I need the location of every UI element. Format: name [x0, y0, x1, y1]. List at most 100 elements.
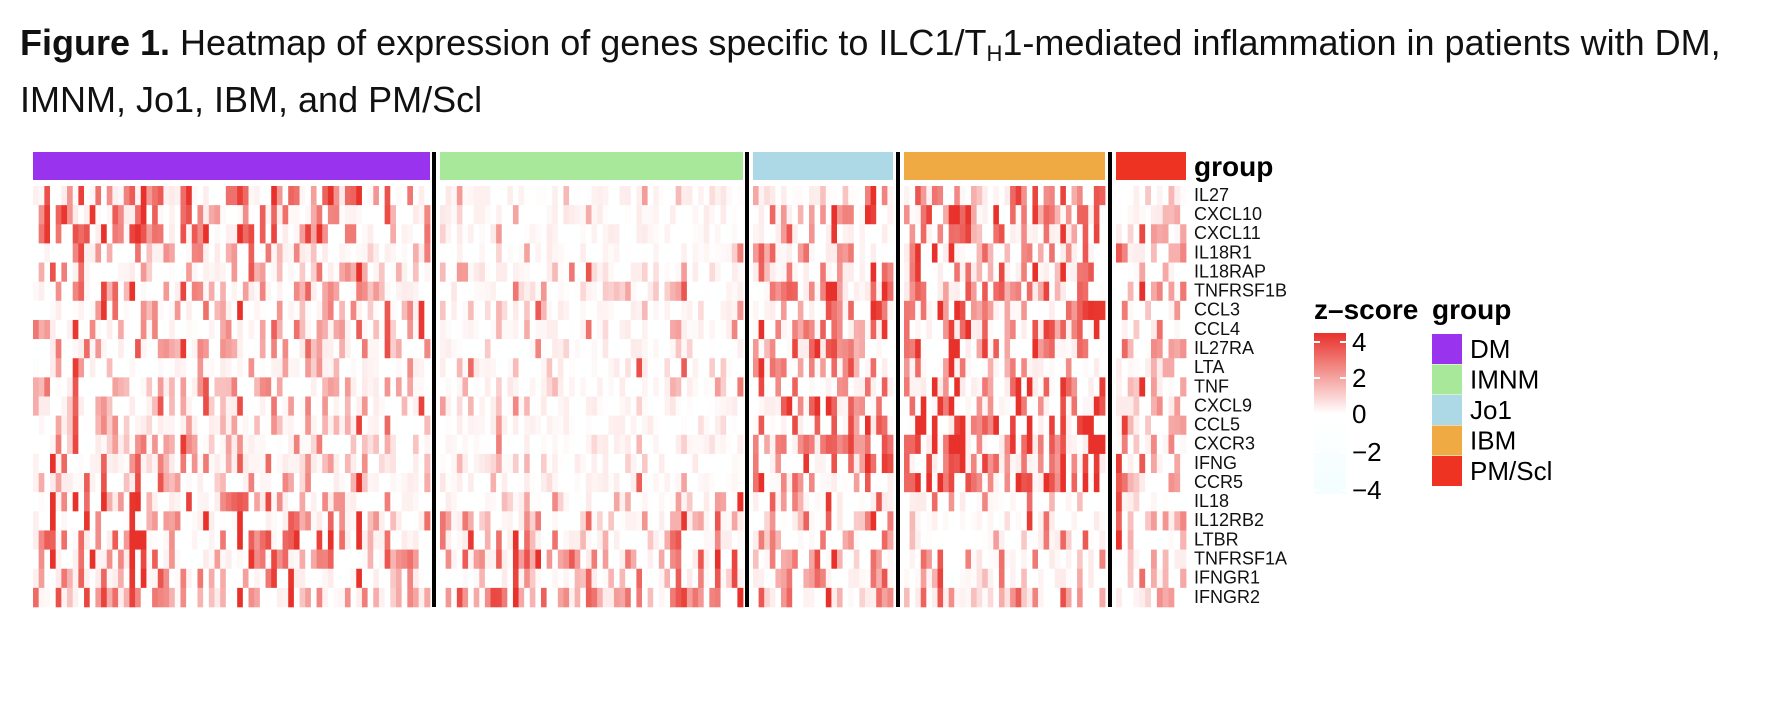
- heatmap-cell: [1004, 262, 1011, 282]
- heatmap-cell: [848, 186, 855, 206]
- heatmap-cell: [965, 281, 972, 302]
- heatmap-cell: [842, 262, 849, 282]
- heatmap-row-ccl4-jo1: [753, 319, 894, 340]
- heatmap-cell: [943, 549, 950, 570]
- heatmap-cell: [407, 549, 414, 570]
- heatmap-cell: [468, 415, 475, 436]
- heatmap-cell: [1038, 377, 1044, 397]
- heatmap-cell: [220, 530, 227, 550]
- heatmap-cell: [146, 205, 153, 225]
- heatmap-cell: [401, 358, 408, 378]
- heatmap-cell: [72, 243, 79, 263]
- heatmap-cell: [1139, 434, 1146, 455]
- heatmap-cell: [726, 434, 733, 455]
- heatmap-cell: [737, 453, 744, 474]
- heatmap-cell: [792, 511, 799, 531]
- heatmap-cell: [613, 339, 620, 359]
- heatmap-cell: [602, 243, 609, 263]
- gene-label-il27: IL27: [1194, 185, 1229, 205]
- heatmap-cell: [1004, 243, 1011, 263]
- heatmap-cell: [271, 415, 278, 436]
- gene-label-ltbr: LTBR: [1194, 529, 1239, 549]
- heatmap-cell: [720, 224, 727, 244]
- heatmap-cell: [231, 358, 238, 378]
- heatmap-cell: [44, 549, 51, 570]
- heatmap-cell: [50, 434, 57, 455]
- heatmap-cell: [1162, 568, 1169, 589]
- group-bar-pm-scl: [1116, 152, 1186, 180]
- heatmap-cell: [496, 453, 503, 474]
- heatmap-cell: [146, 492, 153, 512]
- heatmap-cell: [479, 568, 486, 589]
- heatmap-cell: [72, 358, 79, 378]
- heatmap-cell: [254, 300, 261, 321]
- heatmap-cell: [703, 568, 710, 589]
- heatmap-cell: [557, 568, 564, 589]
- heatmap-cell: [152, 186, 159, 206]
- heatmap-cell: [288, 281, 295, 302]
- heatmap-cell: [563, 339, 570, 359]
- heatmap-cell: [848, 453, 855, 474]
- heatmap-cell: [496, 549, 503, 570]
- heatmap-cell: [135, 492, 142, 512]
- heatmap-cell: [1127, 300, 1134, 321]
- heatmap-cell: [248, 396, 255, 416]
- heatmap-cell: [1054, 453, 1061, 474]
- heatmap-cell: [976, 262, 983, 282]
- heatmap-cell: [915, 377, 922, 397]
- heatmap-cell: [675, 339, 682, 359]
- heatmap-cell: [792, 205, 799, 225]
- heatmap-cell: [50, 262, 57, 282]
- heatmap-cell: [84, 186, 91, 206]
- heatmap-cell: [33, 205, 40, 225]
- heatmap-cell: [310, 205, 317, 225]
- heatmap-cell: [552, 205, 559, 225]
- heatmap-cell: [118, 549, 125, 570]
- heatmap-cell: [163, 434, 170, 455]
- heatmap-cell: [259, 549, 266, 570]
- heatmap-cell: [681, 511, 688, 531]
- heatmap-cell: [305, 339, 312, 359]
- heatmap-cell: [518, 339, 525, 359]
- heatmap-row-ifngr1-imnm: [440, 568, 744, 589]
- heatmap-cell: [703, 549, 710, 570]
- heatmap-cell: [825, 339, 832, 359]
- heatmap-cell: [792, 186, 799, 206]
- heatmap-cell: [1088, 568, 1095, 589]
- heatmap-cell: [282, 568, 289, 589]
- heatmap-cell: [786, 587, 793, 608]
- heatmap-cell: [915, 530, 922, 550]
- heatmap-cell: [1038, 243, 1044, 263]
- heatmap-cell: [61, 530, 68, 550]
- heatmap-cell: [101, 549, 108, 570]
- heatmap-cell: [993, 415, 1000, 436]
- heatmap-cell: [1174, 587, 1181, 608]
- heatmap-cell: [1156, 511, 1164, 531]
- heatmap-cell: [350, 377, 357, 397]
- heatmap-cell: [333, 224, 340, 244]
- heatmap-cell: [72, 473, 79, 493]
- heatmap-cell: [55, 511, 62, 531]
- heatmap-cell: [859, 568, 866, 589]
- heatmap-cell: [401, 377, 408, 397]
- heatmap-cell: [61, 243, 68, 263]
- heatmap-cell: [613, 205, 620, 225]
- heatmap-cell: [1065, 511, 1072, 531]
- heatmap-cell: [259, 224, 266, 244]
- heatmap-cell: [237, 492, 244, 512]
- heatmap-cell: [271, 568, 278, 589]
- heatmap-cell: [630, 453, 637, 474]
- heatmap-row-cxcl9-jo1: [753, 396, 894, 416]
- heatmap-cell: [664, 492, 671, 512]
- heatmap-cell: [1026, 415, 1033, 436]
- heatmap-cell: [1121, 473, 1129, 493]
- heatmap-cell: [191, 224, 198, 244]
- heatmap-cell: [95, 300, 102, 321]
- heatmap-cell: [220, 396, 227, 416]
- heatmap-cell: [842, 587, 849, 608]
- heatmap-cell: [445, 300, 452, 321]
- heatmap-cell: [1151, 453, 1158, 474]
- heatmap-cell: [809, 281, 815, 302]
- heatmap-cell: [1127, 339, 1134, 359]
- heatmap-cell: [726, 415, 733, 436]
